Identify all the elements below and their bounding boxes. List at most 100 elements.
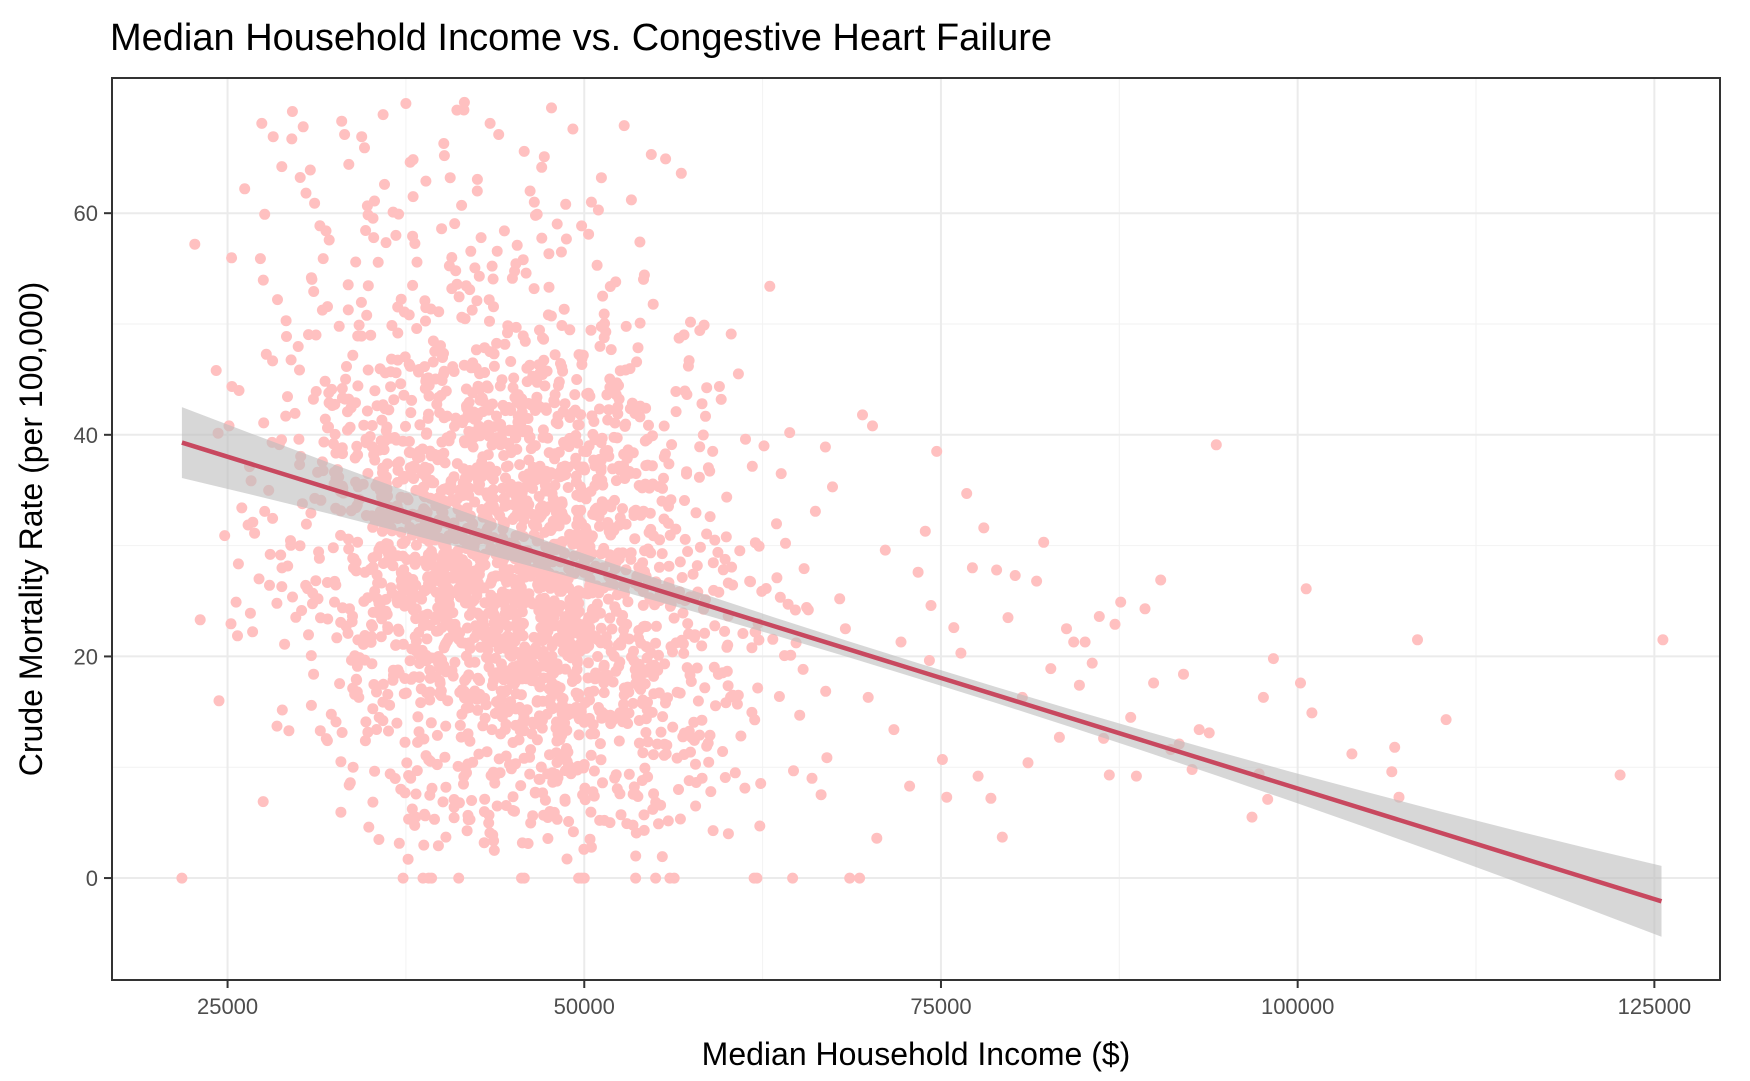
- data-point: [507, 737, 519, 748]
- data-point: [640, 727, 652, 738]
- data-point: [735, 730, 747, 742]
- data-point: [578, 762, 589, 774]
- data-point: [449, 622, 461, 634]
- data-point: [423, 379, 435, 391]
- data-point: [351, 674, 363, 686]
- data-point: [465, 469, 477, 481]
- data-point: [721, 491, 733, 503]
- data-point: [602, 638, 613, 650]
- data-point: [293, 433, 305, 445]
- data-point: [595, 321, 607, 332]
- data-point: [507, 791, 519, 803]
- data-point: [564, 324, 576, 336]
- data-point: [542, 812, 554, 823]
- data-point: [710, 700, 721, 712]
- data-point: [1068, 636, 1080, 648]
- data-point: [598, 661, 610, 673]
- data-point: [925, 600, 937, 611]
- data-point: [232, 558, 244, 570]
- data-point: [491, 800, 503, 812]
- data-point: [226, 252, 238, 264]
- data-point: [521, 501, 533, 513]
- data-point: [560, 663, 571, 675]
- data-point: [336, 115, 348, 127]
- data-point: [534, 324, 545, 336]
- data-point: [717, 746, 729, 757]
- data-point: [640, 666, 652, 678]
- data-point: [638, 824, 650, 836]
- data-point: [514, 725, 526, 737]
- data-point: [591, 502, 603, 514]
- data-point: [578, 843, 590, 855]
- data-point: [416, 593, 428, 605]
- data-point: [784, 427, 796, 439]
- data-point: [544, 521, 556, 533]
- data-point: [688, 734, 700, 746]
- data-point: [321, 735, 333, 747]
- data-point: [552, 772, 564, 784]
- data-point: [491, 632, 503, 644]
- data-point: [1346, 748, 1358, 760]
- data-point: [609, 494, 620, 506]
- data-point: [641, 433, 653, 445]
- data-point: [660, 153, 672, 165]
- data-point: [559, 717, 571, 729]
- data-point: [459, 597, 471, 609]
- data-point: [413, 649, 425, 661]
- data-point: [459, 675, 471, 687]
- data-point: [349, 452, 361, 464]
- data-point: [369, 585, 381, 597]
- data-point: [682, 360, 694, 372]
- data-point: [353, 691, 365, 703]
- data-point: [267, 355, 279, 367]
- data-point: [857, 409, 868, 421]
- data-point: [678, 647, 690, 659]
- data-point: [360, 437, 372, 449]
- data-point: [420, 428, 432, 440]
- data-point: [667, 721, 679, 733]
- data-point: [367, 703, 379, 715]
- data-point: [670, 523, 682, 535]
- data-point: [638, 273, 649, 285]
- data-point: [417, 481, 429, 493]
- data-point: [443, 260, 455, 272]
- data-point: [595, 172, 607, 184]
- data-point: [267, 512, 279, 524]
- data-point: [615, 636, 627, 648]
- data-point: [388, 394, 400, 406]
- data-point: [1257, 691, 1269, 703]
- data-point: [249, 527, 261, 539]
- data-point: [498, 225, 510, 237]
- data-point: [405, 447, 417, 459]
- data-point: [382, 547, 394, 559]
- data-point: [690, 777, 702, 788]
- data-point: [304, 164, 316, 176]
- data-point: [539, 794, 551, 806]
- data-point: [583, 712, 595, 724]
- data-point: [648, 749, 659, 761]
- data-point: [585, 196, 597, 208]
- data-point: [713, 381, 725, 392]
- data-point: [614, 788, 626, 800]
- trend-line: [181, 440, 1663, 904]
- data-point: [722, 828, 734, 840]
- data-point: [499, 338, 511, 350]
- data-point: [587, 428, 599, 440]
- data-point: [679, 495, 690, 506]
- data-point: [582, 657, 594, 669]
- data-point: [505, 447, 517, 459]
- data-point: [535, 761, 547, 773]
- data-point: [1440, 714, 1452, 726]
- data-point: [571, 519, 583, 531]
- data-point: [367, 606, 379, 618]
- data-point: [912, 566, 924, 578]
- data-point: [368, 232, 380, 244]
- data-point: [448, 812, 460, 824]
- data-point: [440, 720, 452, 732]
- data-point: [303, 329, 314, 341]
- data-point: [685, 316, 696, 328]
- data-point: [401, 757, 413, 769]
- data-point: [366, 658, 378, 670]
- data-point: [1053, 731, 1065, 743]
